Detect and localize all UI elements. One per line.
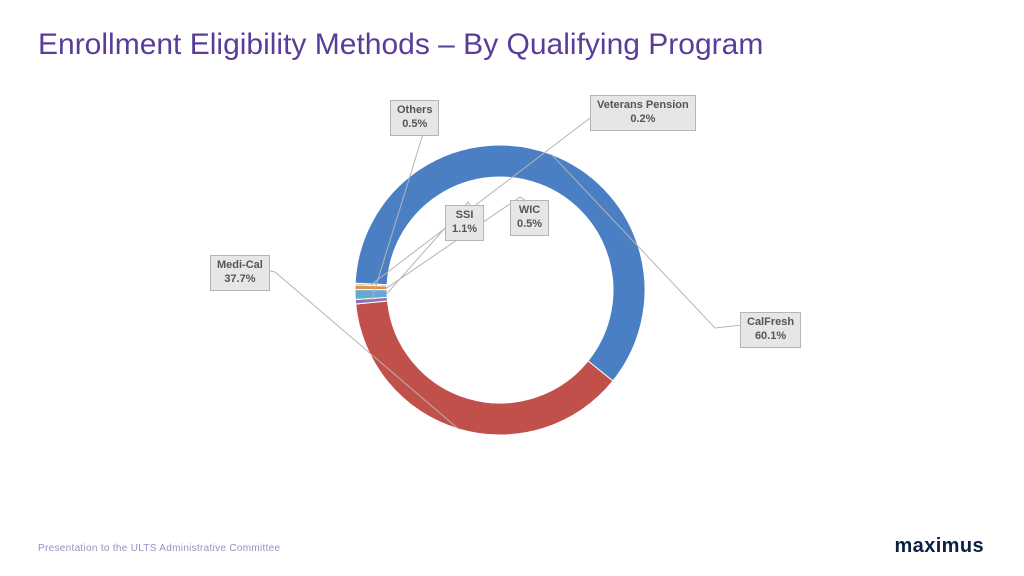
slice-label: WIC 0.5% — [510, 200, 549, 236]
slice-label-name: SSI — [456, 209, 474, 221]
slice-label: Others 0.5% — [390, 100, 439, 136]
logo: maximus — [894, 535, 984, 558]
slice-label-name: Others — [397, 104, 432, 116]
slice-label-name: CalFresh — [747, 316, 794, 328]
slice-label: Veterans Pension 0.2% — [590, 95, 696, 131]
slice-label: CalFresh 60.1% — [740, 312, 801, 348]
slice-label-pct: 1.1% — [452, 223, 477, 237]
donut-slice — [356, 301, 613, 435]
slice-label-pct: 0.5% — [517, 218, 542, 232]
slice-label-pct: 0.2% — [597, 113, 689, 127]
slice-label-name: WIC — [519, 204, 540, 216]
donut-chart: Veterans Pension 0.2% CalFresh 60.1% Medi-Ca… — [0, 80, 1024, 500]
donut-slice — [355, 285, 387, 290]
slice-label-name: Veterans Pension — [597, 99, 689, 111]
slice-label-pct: 0.5% — [397, 118, 432, 132]
slice-label: Medi-Cal 37.7% — [210, 255, 270, 291]
slice-label-pct: 60.1% — [747, 330, 794, 344]
slice-label-pct: 37.7% — [217, 273, 263, 287]
footer-text: Presentation to the ULTS Administrative … — [38, 543, 280, 554]
slice-label-name: Medi-Cal — [217, 259, 263, 271]
donut-slice — [355, 289, 387, 299]
slice-label: SSI 1.1% — [445, 205, 484, 241]
slide-title: Enrollment Eligibility Methods – By Qual… — [38, 28, 763, 62]
